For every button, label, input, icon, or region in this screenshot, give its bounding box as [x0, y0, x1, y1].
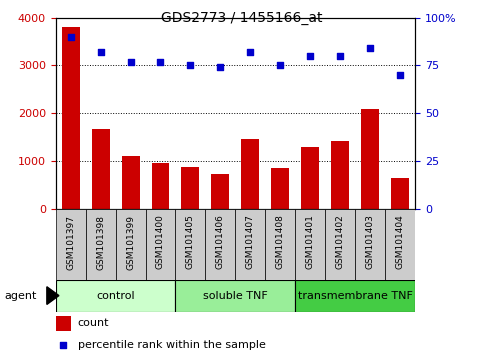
- Bar: [92, 129, 110, 209]
- Point: [67, 34, 74, 40]
- Point: [186, 63, 194, 68]
- Text: GSM101406: GSM101406: [216, 215, 225, 269]
- Point: [367, 45, 374, 51]
- Text: count: count: [78, 318, 109, 329]
- Bar: [271, 168, 289, 209]
- Bar: [115, 209, 145, 280]
- Bar: [175, 209, 205, 280]
- Bar: [301, 147, 319, 209]
- Text: soluble TNF: soluble TNF: [203, 291, 268, 301]
- Point: [127, 59, 134, 64]
- Text: percentile rank within the sample: percentile rank within the sample: [78, 339, 266, 350]
- Point: [277, 63, 284, 68]
- Bar: [56, 316, 71, 331]
- Point: [97, 49, 104, 55]
- Bar: [266, 209, 296, 280]
- Bar: [296, 209, 326, 280]
- Text: GSM101399: GSM101399: [126, 215, 135, 269]
- Text: agent: agent: [5, 291, 37, 301]
- Bar: [85, 209, 115, 280]
- Bar: [145, 209, 175, 280]
- Text: GSM101397: GSM101397: [66, 215, 75, 269]
- Text: GSM101401: GSM101401: [306, 215, 315, 269]
- Point: [59, 342, 67, 348]
- Bar: [61, 27, 80, 209]
- Text: GSM101405: GSM101405: [186, 215, 195, 269]
- Text: GSM101402: GSM101402: [336, 215, 345, 269]
- Bar: [182, 167, 199, 209]
- Bar: [122, 156, 140, 209]
- Text: GSM101407: GSM101407: [246, 215, 255, 269]
- Bar: [175, 280, 296, 312]
- Bar: [355, 209, 385, 280]
- Bar: [242, 139, 259, 209]
- Bar: [361, 109, 379, 209]
- Text: GSM101400: GSM101400: [156, 215, 165, 269]
- Bar: [331, 141, 349, 209]
- Bar: [326, 209, 355, 280]
- Point: [307, 53, 314, 59]
- Bar: [296, 280, 415, 312]
- Bar: [56, 209, 85, 280]
- Bar: [236, 209, 266, 280]
- Point: [397, 72, 404, 78]
- Bar: [205, 209, 236, 280]
- Polygon shape: [47, 287, 59, 304]
- Text: GSM101398: GSM101398: [96, 215, 105, 269]
- Point: [337, 53, 344, 59]
- Point: [156, 59, 164, 64]
- Text: GSM101404: GSM101404: [396, 215, 405, 269]
- Text: GDS2773 / 1455166_at: GDS2773 / 1455166_at: [161, 11, 322, 25]
- Text: GSM101403: GSM101403: [366, 215, 375, 269]
- Text: transmembrane TNF: transmembrane TNF: [298, 291, 413, 301]
- Bar: [391, 178, 410, 209]
- Bar: [385, 209, 415, 280]
- Text: GSM101408: GSM101408: [276, 215, 285, 269]
- Bar: [152, 164, 170, 209]
- Point: [247, 49, 255, 55]
- Bar: [212, 174, 229, 209]
- Bar: [56, 280, 175, 312]
- Point: [216, 64, 224, 70]
- Text: control: control: [96, 291, 135, 301]
